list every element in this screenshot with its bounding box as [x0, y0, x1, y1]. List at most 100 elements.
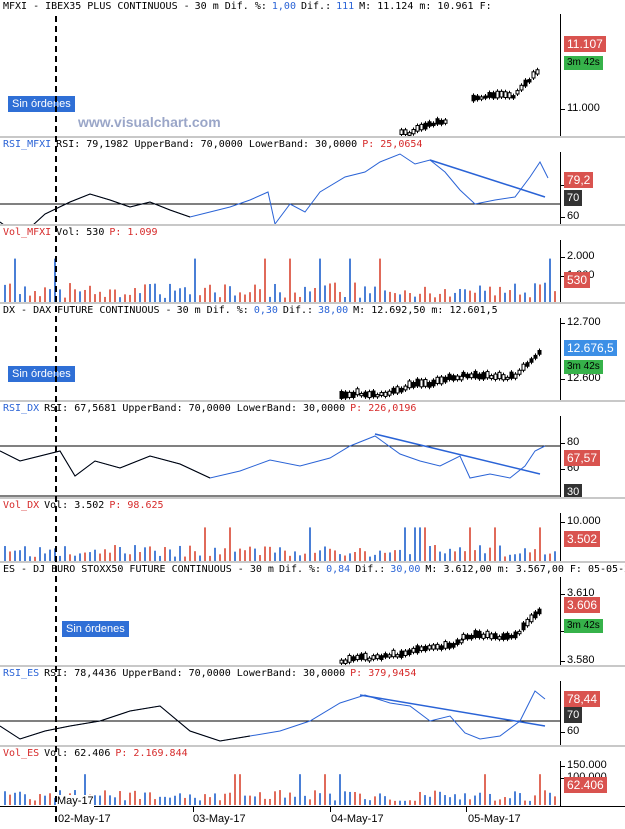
vol-mfxi-panel[interactable]: Vol_MFXI Vol: 530 P: 1.099 2.0001.000530	[0, 226, 625, 304]
price-scale[interactable]: 80604067,5730	[560, 416, 625, 497]
volume-bar	[114, 545, 116, 561]
volume-bar	[109, 289, 111, 302]
x-label-day2: 03-May-17	[193, 813, 246, 825]
plot-area[interactable]	[0, 318, 560, 400]
candle-body	[404, 130, 407, 135]
volume-bar	[289, 793, 291, 805]
candle-body	[488, 93, 491, 98]
rsi-es-panel[interactable]: RSI_ES RSI: 78,4436 UpperBand: 70,0000 Lo…	[0, 667, 625, 747]
candle-body	[512, 96, 515, 98]
header-segment: Dif. %:	[279, 564, 321, 575]
scale-tick: 11.000	[567, 102, 600, 114]
volume-bar	[329, 794, 331, 805]
plot-area[interactable]	[0, 681, 560, 745]
candle-body	[396, 655, 399, 657]
volume-bar	[484, 291, 486, 302]
price-scale[interactable]: 2.0001.000530	[560, 240, 625, 302]
candle-body	[534, 355, 537, 358]
volume-bar	[504, 556, 506, 561]
volume-bar	[154, 284, 156, 302]
candle-body	[462, 634, 465, 639]
volume-bar	[414, 801, 416, 805]
volume-bar	[204, 794, 206, 805]
plot-area[interactable]	[0, 240, 560, 302]
volume-bar	[134, 288, 136, 302]
candle-body	[538, 609, 541, 614]
volume-bar	[144, 547, 146, 561]
volume-bar	[394, 293, 396, 302]
orders-status-badge[interactable]: Sin órdenes	[62, 621, 129, 637]
volume-bar	[39, 547, 41, 561]
price-scale[interactable]: 3.6103.5903.5803.6063m 42s	[560, 577, 625, 665]
volume-bar	[289, 259, 291, 302]
volume-bar	[94, 795, 96, 805]
rsi-dx-panel[interactable]: RSI_DX RSI: 67,5681 UpperBand: 70,0000 Lo…	[0, 402, 625, 499]
price-scale[interactable]: 60 78,44 70	[560, 681, 625, 745]
candle-body	[516, 91, 519, 94]
candle-body	[482, 373, 485, 379]
volume-bar	[549, 259, 551, 302]
volume-bar	[14, 551, 16, 561]
candle-body	[528, 80, 531, 82]
volume-bar	[239, 549, 241, 561]
panel-header: RSI_DX RSI: 67,5681 UpperBand: 70,0000 Lo…	[0, 402, 625, 416]
volume-bar	[339, 554, 341, 561]
price-scale[interactable]: 150.000100.00062.406	[560, 761, 625, 806]
candle-body	[534, 612, 537, 618]
orders-status-badge[interactable]: Sin órdenes	[8, 366, 75, 382]
band-value-tag: 70	[564, 707, 582, 723]
candle-body	[344, 660, 347, 664]
volume-bar	[354, 552, 356, 561]
rsi-mfxi-panel[interactable]: RSI_MFXI RSI: 79,1982 UpperBand: 70,0000 …	[0, 138, 625, 226]
volume-bar	[169, 798, 171, 805]
volume-bar	[94, 550, 96, 561]
volume-bar	[39, 296, 41, 302]
candle-body	[348, 392, 351, 397]
rsi-line-dark	[0, 706, 250, 741]
volume-bar	[539, 527, 541, 561]
vol-es-panel[interactable]: Vol_ES Vol: 62.406 P: 2.169.844 150.000100.…	[0, 747, 625, 807]
volume-bar	[514, 791, 516, 805]
volume-bar	[424, 287, 426, 302]
price-scale[interactable]: 11.000 11.107 3m 42s	[560, 14, 625, 136]
candle-body	[452, 376, 455, 381]
volume-bar	[64, 546, 66, 561]
candle-body	[400, 651, 403, 657]
price-scale[interactable]: 12.700 12.600 12.676,5 3m 42s	[560, 318, 625, 400]
volume-bar	[334, 283, 336, 302]
candle-body	[514, 632, 517, 638]
vol-dx-panel[interactable]: Vol_DX Vol: 3.502 P: 98.625 10.000 3.502	[0, 499, 625, 563]
orders-status-badge[interactable]: Sin órdenes	[8, 96, 75, 112]
candle-body	[480, 97, 483, 99]
plot-area[interactable]	[0, 416, 560, 497]
plot-area[interactable]	[0, 152, 560, 224]
volume-bar	[439, 294, 441, 302]
volume-bar	[174, 557, 176, 561]
volume-bar	[29, 556, 31, 561]
price-scale[interactable]: 806079,270	[560, 152, 625, 224]
price-scale[interactable]: 10.000 3.502	[560, 513, 625, 561]
plot-area[interactable]	[0, 513, 560, 561]
cursor-line[interactable]	[55, 16, 57, 822]
es-price-panel[interactable]: ES - DJ EURO STOXX50 FUTURE CONTINUOUS -…	[0, 563, 625, 667]
dx-price-panel[interactable]: DX - DAX FUTURE CONTINUOUS - 30 m Dif. %:…	[0, 304, 625, 402]
candle-body	[388, 655, 391, 657]
volume-bar	[529, 297, 531, 302]
volume-bar	[99, 796, 101, 805]
scale-tick: 3.580	[567, 654, 595, 666]
chart-svg	[0, 513, 560, 561]
volume-bar	[379, 793, 381, 805]
volume-bar	[459, 799, 461, 805]
volume-bar	[49, 793, 51, 805]
mfxi-price-panel[interactable]: MFXI - IBEX35 PLUS CONTINUOUS - 30 m Dif.…	[0, 0, 625, 138]
volume-bar	[304, 796, 306, 805]
rsi-line-dark	[0, 451, 210, 478]
volume-bar	[374, 287, 376, 302]
volume-bar	[299, 297, 301, 302]
candle-body	[436, 644, 439, 649]
rsi-trendline	[430, 160, 545, 197]
candle-body	[456, 376, 459, 380]
candle-body	[486, 631, 489, 637]
volume-bar	[379, 551, 381, 561]
candle-body	[376, 395, 379, 397]
